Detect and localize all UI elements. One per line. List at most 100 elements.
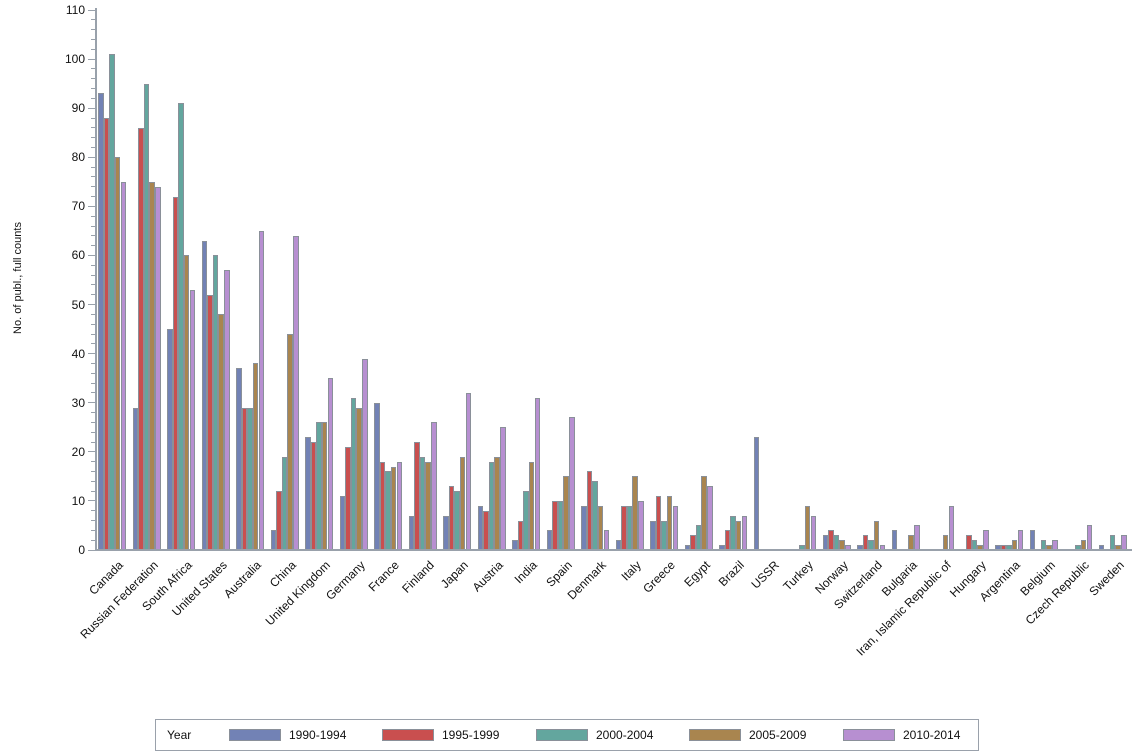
x-category-label: Egypt xyxy=(681,558,713,590)
y-minor-tick xyxy=(91,264,96,266)
x-category-label: Turkey xyxy=(780,558,817,594)
bar xyxy=(983,530,989,550)
y-minor-tick xyxy=(91,225,96,227)
bar xyxy=(891,530,898,550)
y-minor-tick xyxy=(91,88,96,90)
x-axis-line xyxy=(95,549,1132,551)
x-category-label: Brazil xyxy=(716,558,748,590)
y-minor-tick xyxy=(91,97,96,99)
y-minor-tick xyxy=(91,117,96,119)
y-tick-label: 70 xyxy=(71,199,85,214)
bar xyxy=(362,358,368,550)
bar xyxy=(741,515,748,550)
y-minor-tick xyxy=(91,29,96,31)
y-minor-tick xyxy=(91,333,96,335)
y-tick-label: 30 xyxy=(71,395,85,410)
y-minor-tick xyxy=(91,68,96,70)
y-minor-tick xyxy=(91,441,96,443)
legend-swatch xyxy=(382,729,434,741)
bar xyxy=(707,486,713,550)
y-minor-tick xyxy=(91,176,96,178)
x-category-label: India xyxy=(511,558,541,587)
bar xyxy=(189,289,196,550)
legend-entry-label: 1990-1994 xyxy=(289,728,347,742)
y-axis-line xyxy=(95,8,97,551)
bar xyxy=(1086,525,1093,550)
y-major-tick xyxy=(88,451,96,453)
bar xyxy=(810,515,817,550)
y-tick-label: 80 xyxy=(71,150,85,165)
legend-entry-label: 2000-2004 xyxy=(596,728,654,742)
bar xyxy=(1121,535,1127,550)
legend-swatch xyxy=(536,729,588,741)
y-minor-tick xyxy=(91,127,96,129)
y-minor-tick xyxy=(91,520,96,522)
y-major-tick xyxy=(88,304,96,306)
y-minor-tick xyxy=(91,38,96,40)
bar xyxy=(753,437,760,550)
y-minor-tick xyxy=(91,490,96,492)
x-category-label: Australia xyxy=(221,558,265,601)
y-minor-tick xyxy=(91,323,96,325)
y-minor-tick xyxy=(91,245,96,247)
y-minor-tick xyxy=(91,215,96,217)
y-minor-tick xyxy=(91,294,96,296)
y-minor-tick xyxy=(91,313,96,315)
y-tick-label: 110 xyxy=(65,3,85,17)
bar xyxy=(638,500,644,550)
y-tick-label: 0 xyxy=(78,543,85,557)
bar xyxy=(500,427,506,550)
bar xyxy=(1029,530,1036,550)
x-category-label: Greece xyxy=(640,558,679,596)
bar xyxy=(948,505,955,550)
x-category-label: Sweden xyxy=(1086,558,1127,599)
y-minor-tick xyxy=(91,461,96,463)
bar xyxy=(293,235,299,550)
y-minor-tick xyxy=(91,392,96,394)
legend-swatch xyxy=(229,729,281,741)
y-tick-label: 100 xyxy=(64,52,85,67)
y-minor-tick xyxy=(91,196,96,198)
y-minor-tick xyxy=(91,137,96,139)
bar xyxy=(120,181,127,550)
x-category-label: USSR xyxy=(748,558,782,592)
y-major-tick xyxy=(88,500,96,502)
legend-swatch xyxy=(843,729,895,741)
y-minor-tick xyxy=(91,343,96,345)
y-major-tick xyxy=(88,9,96,11)
bar xyxy=(224,270,230,550)
y-major-tick xyxy=(88,549,96,551)
bar xyxy=(914,525,920,550)
y-minor-tick xyxy=(91,19,96,21)
y-minor-tick xyxy=(91,470,96,472)
y-minor-tick xyxy=(91,362,96,364)
y-major-tick xyxy=(88,107,96,109)
y-minor-tick xyxy=(91,412,96,414)
bar xyxy=(569,417,575,550)
legend: Year 1990-1994 1995-1999 2000-2004 2005-200… xyxy=(155,719,979,751)
x-category-label: Czech Republic xyxy=(1022,558,1093,628)
y-minor-tick xyxy=(91,539,96,541)
legend-title: Year xyxy=(167,728,192,742)
bar xyxy=(672,505,679,550)
bar xyxy=(327,378,334,550)
y-minor-tick xyxy=(91,382,96,384)
y-tick-label: 40 xyxy=(71,346,85,361)
legend-swatch xyxy=(689,729,741,741)
legend-entry-label: 2010-2014 xyxy=(903,728,961,742)
y-minor-tick xyxy=(91,48,96,50)
y-major-tick xyxy=(88,254,96,256)
y-tick-label: 20 xyxy=(71,444,85,459)
x-category-label: Italy xyxy=(618,558,644,584)
y-minor-tick xyxy=(91,431,96,433)
y-minor-tick xyxy=(91,372,96,374)
y-axis-title: No. of publ., full counts xyxy=(12,222,24,334)
y-major-tick xyxy=(88,156,96,158)
legend-entry-label: 2005-2009 xyxy=(749,728,807,742)
bar xyxy=(396,461,403,550)
y-minor-tick xyxy=(91,274,96,276)
y-minor-tick xyxy=(91,146,96,148)
x-category-label: Finland xyxy=(398,558,437,596)
y-major-tick xyxy=(88,402,96,404)
